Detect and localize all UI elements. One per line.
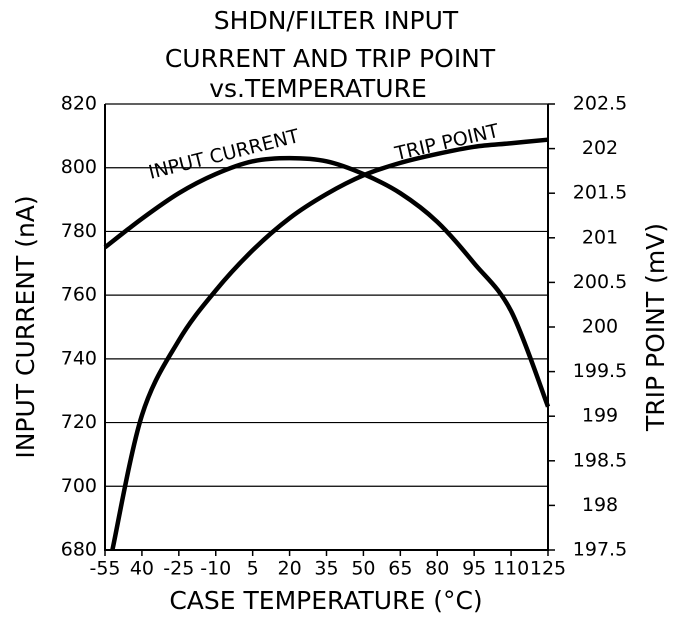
y2-tick-label: 201.5 <box>573 182 627 204</box>
series-label: TRIP POINT <box>392 120 501 166</box>
x-tick-label: 110 <box>493 558 529 580</box>
y2-tick-label: 202 <box>582 137 618 159</box>
x-tick-label: 95 <box>462 558 486 580</box>
chart-title: vs.TEMPERATURE <box>209 74 427 103</box>
y-tick-label: 760 <box>61 284 97 306</box>
chart-title: CURRENT AND TRIP POINT <box>165 44 496 73</box>
y-tick-label: 740 <box>61 347 97 369</box>
y-tick-label: 780 <box>61 220 97 242</box>
x-tick-label: 35 <box>314 558 338 580</box>
y2-tick-label: 197.5 <box>573 539 627 561</box>
y-tick-label: 800 <box>61 156 97 178</box>
y2-tick-label: 202.5 <box>573 93 627 115</box>
y-axis-label: INPUT CURRENT (nA) <box>11 195 40 458</box>
x-tick-label: 125 <box>530 558 566 580</box>
y2-tick-label: 198 <box>582 494 618 516</box>
series-label: INPUT CURRENT <box>146 125 301 184</box>
y-tick-label: 820 <box>61 93 97 115</box>
x-tick-label: -10 <box>200 558 231 580</box>
x-tick-label: 5 <box>247 558 259 580</box>
x-tick-label: 40 <box>130 558 154 580</box>
x-axis-label: CASE TEMPERATURE (°C) <box>169 586 482 615</box>
x-tick-label: 20 <box>277 558 301 580</box>
y-tick-label: 680 <box>61 539 97 561</box>
axis-frame <box>104 104 549 551</box>
x-tick-label: 50 <box>351 558 375 580</box>
y2-tick-label: 201 <box>582 226 618 248</box>
y2-tick-label: 199.5 <box>573 360 627 382</box>
y-tick-label: 720 <box>61 411 97 433</box>
x-tick-label: -25 <box>163 558 194 580</box>
chart-title: SHDN/FILTER INPUT <box>214 6 459 35</box>
line-series <box>110 137 549 551</box>
y2-tick-label: 200.5 <box>573 271 627 293</box>
x-tick-label: -55 <box>89 558 120 580</box>
line-series <box>103 155 551 408</box>
x-tick-label: 80 <box>425 558 449 580</box>
y2-tick-label: 200 <box>582 316 618 338</box>
y2-tick-label: 198.5 <box>573 449 627 471</box>
y2-axis-label: TRIP POINT (mV) <box>641 223 670 432</box>
y2-tick-label: 199 <box>582 405 618 427</box>
y-tick-label: 700 <box>61 475 97 497</box>
x-tick-label: 65 <box>388 558 412 580</box>
